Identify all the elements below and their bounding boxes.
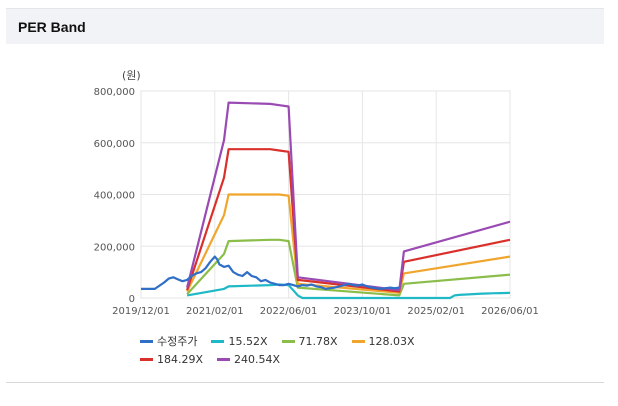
x-axis-ticks: 2019/12/01 2021/02/01 2022/06/01 2023/10/01… <box>112 306 539 317</box>
chart-legend: 수정주가 15.52X 71.78X 128.03X 184.29X 240.54X <box>140 332 480 368</box>
legend-item[interactable]: 15.52X <box>211 334 268 348</box>
x-tick-label: 2023/10/01 <box>334 306 392 317</box>
legend-swatch <box>211 339 225 343</box>
series-line-5 <box>186 101 511 292</box>
series-line-0 <box>141 255 400 290</box>
x-tick-label: 2019/12/01 <box>112 306 170 317</box>
legend-swatch <box>140 339 153 343</box>
y-tick-label: 800,000 <box>94 87 135 98</box>
panel-header: PER Band <box>6 8 604 44</box>
legend-label: 수정주가 <box>157 335 198 348</box>
x-tick-label: 2022/06/01 <box>260 306 318 317</box>
grid <box>140 90 511 299</box>
legend-item[interactable]: 71.78X <box>281 334 338 348</box>
legend-label: 15.52X <box>228 334 268 348</box>
x-tick-label: 2025/02/01 <box>407 306 465 317</box>
y-axis-ticks: 800,000 600,000 400,000 200,000 0 <box>94 87 135 305</box>
legend-swatch <box>217 357 231 361</box>
per-band-panel: PER Band <box>6 8 604 383</box>
series-lines <box>141 101 511 300</box>
legend-item[interactable]: 128.03X <box>351 334 415 348</box>
y-tick-label: 600,000 <box>94 139 135 150</box>
legend-swatch <box>281 339 295 343</box>
y-unit-label: (원) <box>122 69 141 82</box>
legend-item[interactable]: 수정주가 <box>140 333 197 349</box>
legend-swatch <box>140 357 153 361</box>
legend-item[interactable]: 240.54X <box>217 353 280 366</box>
x-tick-label: 2021/02/01 <box>186 306 244 317</box>
series-line-1 <box>186 283 511 300</box>
legend-item[interactable]: 184.29X <box>140 353 203 366</box>
legend-label: 184.29X <box>157 352 204 366</box>
x-tick-label: 2026/06/01 <box>481 306 539 317</box>
y-tick-label: 0 <box>129 294 135 305</box>
series-line-4 <box>186 148 511 293</box>
y-tick-label: 400,000 <box>94 191 135 202</box>
legend-label: 240.54X <box>234 352 281 366</box>
legend-swatch <box>351 339 365 343</box>
y-tick-label: 200,000 <box>94 242 135 253</box>
legend-label: 128.03X <box>368 334 415 348</box>
series-line-2 <box>186 238 511 297</box>
legend-label: 71.78X <box>298 334 338 348</box>
panel-title: PER Band <box>18 18 86 35</box>
